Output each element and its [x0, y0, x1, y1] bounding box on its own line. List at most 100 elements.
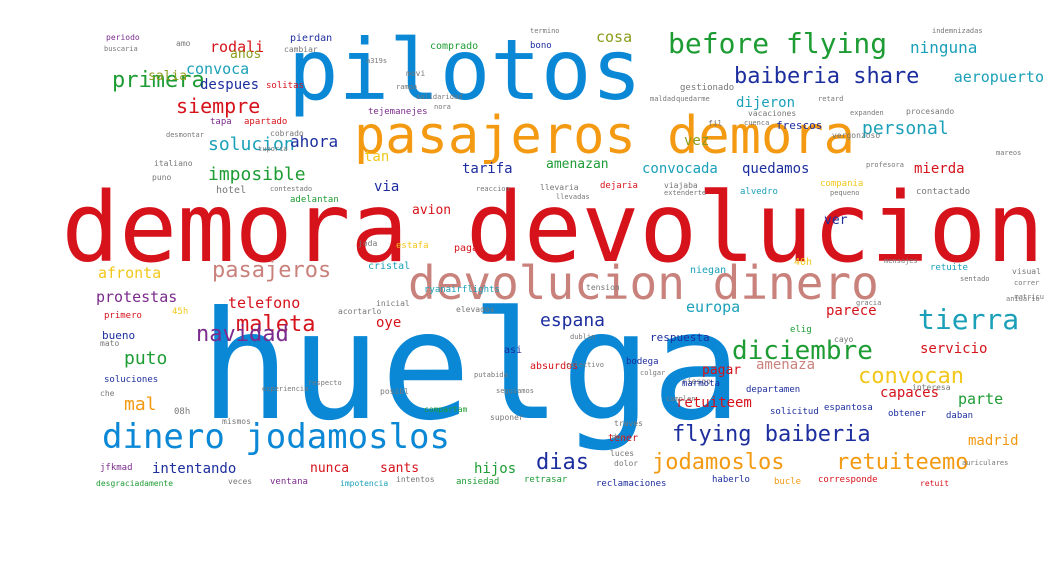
word-pierdan: pierdan — [290, 33, 333, 44]
word-bodega: bodega — [626, 357, 659, 367]
word-intentando: intentando — [152, 461, 237, 477]
word-via: via — [374, 179, 400, 195]
word-joda: joda — [358, 239, 378, 248]
word-aeropuerto: aeropuerto — [953, 68, 1044, 86]
word-compartam: compartam — [424, 405, 468, 414]
word-tarifa: tarifa — [462, 161, 513, 177]
word-elig: elig — [790, 325, 812, 335]
word-mal: mal — [124, 394, 157, 415]
word-cosa: cosa — [596, 28, 633, 46]
word-amenaza: amenaza — [756, 357, 816, 373]
word-baiberia-share: baiberia share — [734, 64, 920, 89]
word-daban: daban — [946, 411, 974, 421]
word-cambiar: cambiar — [284, 45, 318, 54]
word-devolucion-dinero: devolucion dinero — [408, 256, 879, 310]
word-tan: tan — [364, 149, 390, 165]
word-respecto: respecto — [308, 379, 342, 387]
word-ninguna: ninguna — [910, 38, 978, 57]
word-mierda: mierda — [914, 161, 965, 177]
word-reclamaciones: reclamaciones — [596, 479, 667, 489]
word-08h: 08h — [174, 407, 191, 417]
word-amo: amo — [176, 39, 191, 48]
word-obtener: obtener — [888, 409, 926, 419]
word-europa: europa — [686, 298, 741, 316]
word-before-flying: before flying — [668, 27, 888, 60]
word-40h: 40h — [794, 257, 813, 268]
word-nunca: nunca — [310, 461, 350, 476]
word-vacaciones: vacaciones — [748, 109, 797, 118]
word-ver: ver — [824, 213, 848, 228]
word-elevados: elevados — [456, 305, 495, 314]
word-espana: espana — [540, 310, 606, 331]
word-absurdos: absurdos — [530, 361, 579, 372]
word-madrid: madrid — [968, 433, 1019, 449]
word-compania: compania — [820, 179, 864, 189]
word-rodali: rodali — [210, 38, 265, 56]
word-siempre: siempre — [176, 94, 261, 118]
word-fil: fil — [708, 119, 723, 128]
word-mensajes: mensajes — [884, 257, 918, 265]
word-alvedro: alvedro — [740, 187, 778, 197]
word-primera: primera — [112, 68, 205, 93]
word-viajaba: viajaba — [664, 181, 698, 190]
word-termino: termino — [530, 27, 560, 35]
word-traves: traves — [614, 419, 643, 428]
word-retuiteemo: retuiteemo — [836, 450, 969, 475]
word-tierra: tierra — [918, 303, 1020, 336]
word-telefono: telefono — [228, 294, 301, 312]
word-vez: vez — [684, 133, 710, 149]
word-sentado: sentado — [960, 275, 990, 283]
word-oye: oye — [376, 315, 402, 331]
word-apartado: apartado — [244, 117, 288, 127]
word-marmota: marmota — [682, 379, 720, 389]
word-vergonzoso: vergonzoso — [832, 131, 881, 140]
word-espantosa: espantosa — [824, 403, 873, 413]
word-ryanairflights: ryanairflights — [424, 285, 500, 295]
word-retrasar: retrasar — [524, 475, 568, 485]
word-jodamoslos: jodamoslos — [652, 450, 785, 475]
word-ventana: ventana — [270, 477, 308, 487]
word-servicio: servicio — [920, 341, 988, 357]
word-seguiamos: seguiamos — [496, 387, 534, 395]
word-indemnizadas: indemnizadas — [932, 27, 983, 35]
word-profesora: profesora — [866, 161, 904, 169]
word-colectivo: colectivo — [566, 361, 604, 369]
word-intentos: intentos — [396, 475, 435, 484]
word-extenderte: extenderte — [664, 189, 707, 197]
word-comprado: comprado — [430, 41, 479, 52]
word-tejemanejes: tejemanejes — [368, 107, 428, 117]
word-cayo: cayo — [834, 335, 854, 344]
word-niegan: niegan — [690, 265, 727, 276]
word-expanden: expanden — [850, 109, 884, 117]
word-impotencia: impotencia — [340, 479, 389, 488]
word-adelantan: adelantan — [290, 195, 339, 205]
word-imposible: imposible — [208, 164, 306, 185]
word-parece: parece — [826, 303, 877, 319]
word-che: che — [100, 389, 115, 398]
word-convocada: convocada — [642, 161, 718, 177]
word-amenazan: amenazan — [546, 157, 609, 172]
word-nora: nora — [434, 103, 451, 111]
word-llevaria: llevaria — [540, 183, 579, 192]
word-putabida: putabida — [474, 371, 508, 379]
word-auriculares: auriculares — [962, 459, 1009, 467]
word-desmontar: desmontar — [166, 131, 204, 139]
word-solitas: solitas — [266, 81, 304, 91]
word-cumplen: cumplen — [666, 395, 696, 403]
word-retard: retard — [818, 95, 844, 103]
word-solidaridad: solidaridad — [416, 93, 463, 101]
word-maldad: maldad — [650, 95, 676, 103]
word-afronta: afronta — [98, 264, 162, 282]
word-retuit: retuit — [920, 479, 949, 488]
word-frescos: frescos — [776, 119, 823, 132]
word-riesgo: riesgo — [682, 377, 711, 386]
word-dolor: dolor — [614, 459, 639, 468]
word-italiano: italiano — [154, 159, 193, 168]
word-matricu: matricu — [1014, 293, 1044, 301]
word-capaces: capaces — [880, 385, 940, 401]
word-pequeno: pequeno — [830, 189, 860, 197]
word-dos: dos — [612, 433, 625, 441]
word-pasajeros: pasajeros — [212, 258, 332, 283]
word-dublin: dublin — [570, 333, 596, 341]
